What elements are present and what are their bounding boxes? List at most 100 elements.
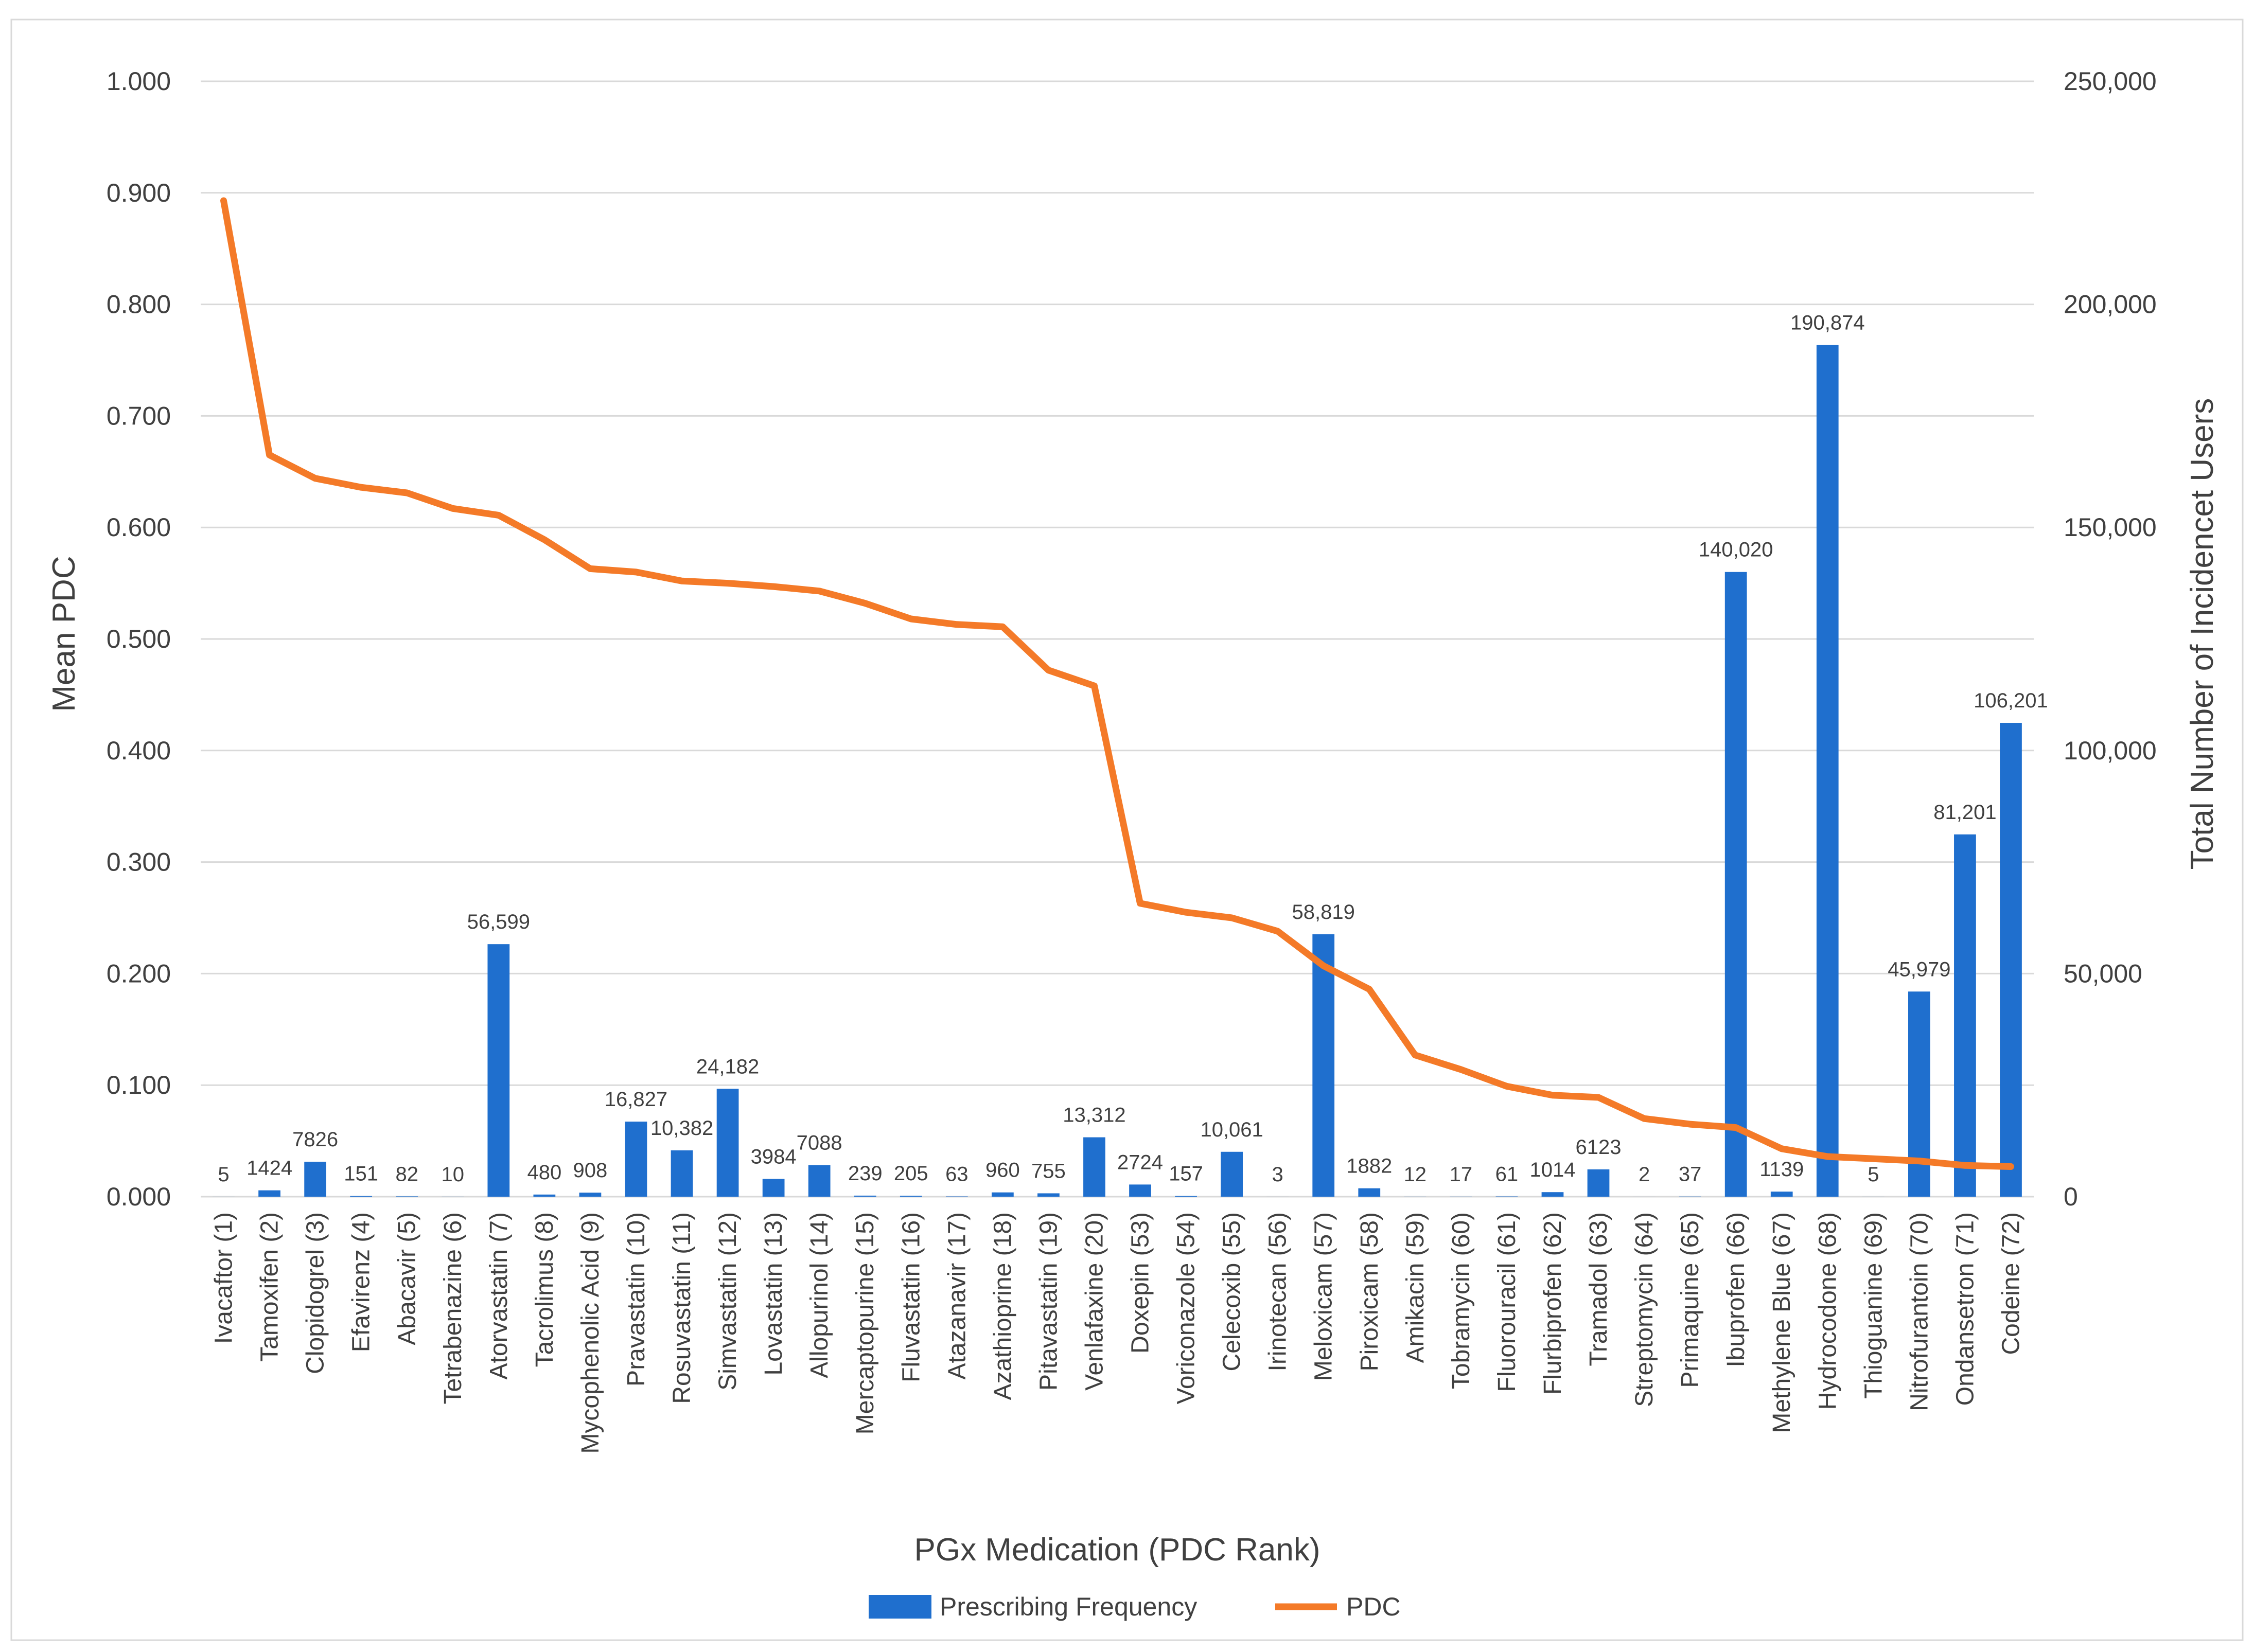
category-label: Irinotecan (56) (1264, 1212, 1292, 1372)
category-label: Lovastatin (13) (760, 1212, 787, 1376)
bar-value-label: 10,061 (1200, 1118, 1263, 1141)
bar (1817, 345, 1839, 1197)
bar (579, 1193, 602, 1197)
y2-tick-label: 150,000 (2064, 513, 2157, 542)
bar-value-label: 13,312 (1063, 1104, 1125, 1127)
bar-value-label: 37 (1679, 1163, 1702, 1186)
category-label: Thioguanine (69) (1860, 1212, 1887, 1399)
category-label: Ibuprofen (66) (1722, 1212, 1750, 1367)
y2-tick-label: 100,000 (2064, 736, 2157, 765)
category-label: Meloxicam (57) (1310, 1212, 1337, 1381)
category-label: Codeine (72) (1998, 1212, 2025, 1355)
y-tick-label: 0.300 (107, 848, 171, 877)
bar-value-label: 157 (1169, 1163, 1203, 1185)
category-label: Venlafaxine (20) (1081, 1212, 1108, 1391)
category-label: Clopidogrel (3) (302, 1212, 329, 1374)
category-label: Tramadol (63) (1585, 1212, 1612, 1366)
category-label: Azathioprine (18) (989, 1212, 1016, 1400)
bar (854, 1196, 876, 1197)
bar (1312, 934, 1334, 1197)
bar-value-label: 480 (527, 1161, 562, 1184)
bar-value-label: 12 (1404, 1163, 1427, 1186)
bar (992, 1193, 1014, 1197)
category-label: Amikacin (59) (1402, 1212, 1429, 1363)
bar-value-label: 10 (442, 1163, 465, 1186)
category-label: Doxepin (53) (1127, 1212, 1154, 1354)
bar (717, 1089, 739, 1197)
bar-value-label: 17 (1450, 1163, 1473, 1186)
y-tick-label: 1.000 (107, 67, 171, 96)
y-tick-label: 0.700 (107, 401, 171, 430)
y2-tick-label: 50,000 (2064, 959, 2142, 988)
category-label: Nitrofurantoin (70) (1906, 1212, 1933, 1411)
category-label: Pravastatin (10) (623, 1212, 650, 1387)
bar-value-label: 140,020 (1699, 539, 1773, 561)
y-tick-label: 0.100 (107, 1071, 171, 1099)
y-tick-label: 0.600 (107, 513, 171, 542)
bar-value-label: 63 (945, 1163, 968, 1185)
bar-value-label: 45,979 (1888, 958, 1950, 981)
bar-value-label: 58,819 (1292, 901, 1355, 923)
bar (350, 1196, 372, 1197)
bar-value-label: 3 (1272, 1163, 1283, 1186)
category-label: Ondansetron (71) (1951, 1212, 1979, 1406)
legend-bar-label: Prescribing Frequency (940, 1592, 1197, 1621)
y2-tick-label: 250,000 (2064, 67, 2157, 96)
bar (625, 1122, 647, 1197)
bar-value-label: 239 (848, 1162, 883, 1185)
bar-value-label: 24,182 (696, 1055, 759, 1078)
y-tick-label: 0.500 (107, 625, 171, 653)
bar (1083, 1138, 1105, 1197)
category-label: Ivacaftor (1) (210, 1212, 238, 1344)
y-tick-label: 0.800 (107, 290, 171, 319)
bar (1358, 1188, 1380, 1197)
category-label: Streptomycin (64) (1631, 1212, 1658, 1407)
bar-value-label: 960 (985, 1159, 1020, 1182)
legend-bar-swatch (869, 1595, 931, 1619)
category-label: Celecoxib (55) (1219, 1212, 1246, 1371)
bar-value-label: 190,874 (1790, 312, 1865, 334)
bar-value-label: 106,201 (1974, 689, 2048, 712)
bar-value-label: 5 (1868, 1163, 1879, 1186)
bar (487, 944, 509, 1197)
bar (534, 1195, 556, 1197)
bar-value-label: 1139 (1759, 1158, 1804, 1181)
bar-value-label: 7088 (797, 1132, 842, 1154)
bar-value-label: 16,827 (605, 1088, 667, 1111)
bar-value-label: 7826 (292, 1128, 338, 1151)
legend-line-label: PDC (1346, 1592, 1401, 1621)
bar (258, 1191, 280, 1197)
category-label: Rosuvastatin (11) (668, 1212, 696, 1404)
category-label: Fluvastatin (16) (897, 1212, 925, 1382)
category-label: Flurbiprofen (62) (1539, 1212, 1566, 1395)
y-tick-label: 0.000 (107, 1182, 171, 1211)
bar (1129, 1184, 1151, 1197)
bar (808, 1165, 831, 1197)
bar (946, 1196, 968, 1197)
y-tick-label: 0.400 (107, 736, 171, 765)
bar (1221, 1152, 1243, 1197)
category-label: Atazanavir (17) (943, 1212, 971, 1379)
bar (1588, 1169, 1610, 1197)
bar (1908, 991, 1930, 1197)
category-label: Primaquine (65) (1677, 1212, 1704, 1388)
bar-value-label: 1014 (1529, 1159, 1575, 1181)
bar (1496, 1196, 1518, 1197)
bar-value-label: 205 (894, 1162, 928, 1185)
category-label: Methylene Blue (67) (1768, 1212, 1795, 1433)
category-label: Pitavastatin (19) (1035, 1212, 1062, 1391)
category-label: Allopurinol (14) (806, 1212, 833, 1378)
bar-value-label: 6123 (1576, 1136, 1622, 1159)
category-label: Tamoxifen (2) (256, 1212, 284, 1362)
category-label: Efavirenz (4) (348, 1212, 375, 1352)
category-label: Tetrabenazine (6) (439, 1212, 467, 1405)
y-tick-label: 0.900 (107, 179, 171, 207)
bar (1175, 1196, 1197, 1197)
bar (763, 1179, 785, 1197)
bar (1542, 1192, 1564, 1197)
bar (1771, 1192, 1793, 1197)
bar-value-label: 1882 (1346, 1155, 1392, 1178)
bar-value-label: 56,599 (467, 911, 530, 933)
category-label: Voriconazole (54) (1173, 1212, 1200, 1405)
